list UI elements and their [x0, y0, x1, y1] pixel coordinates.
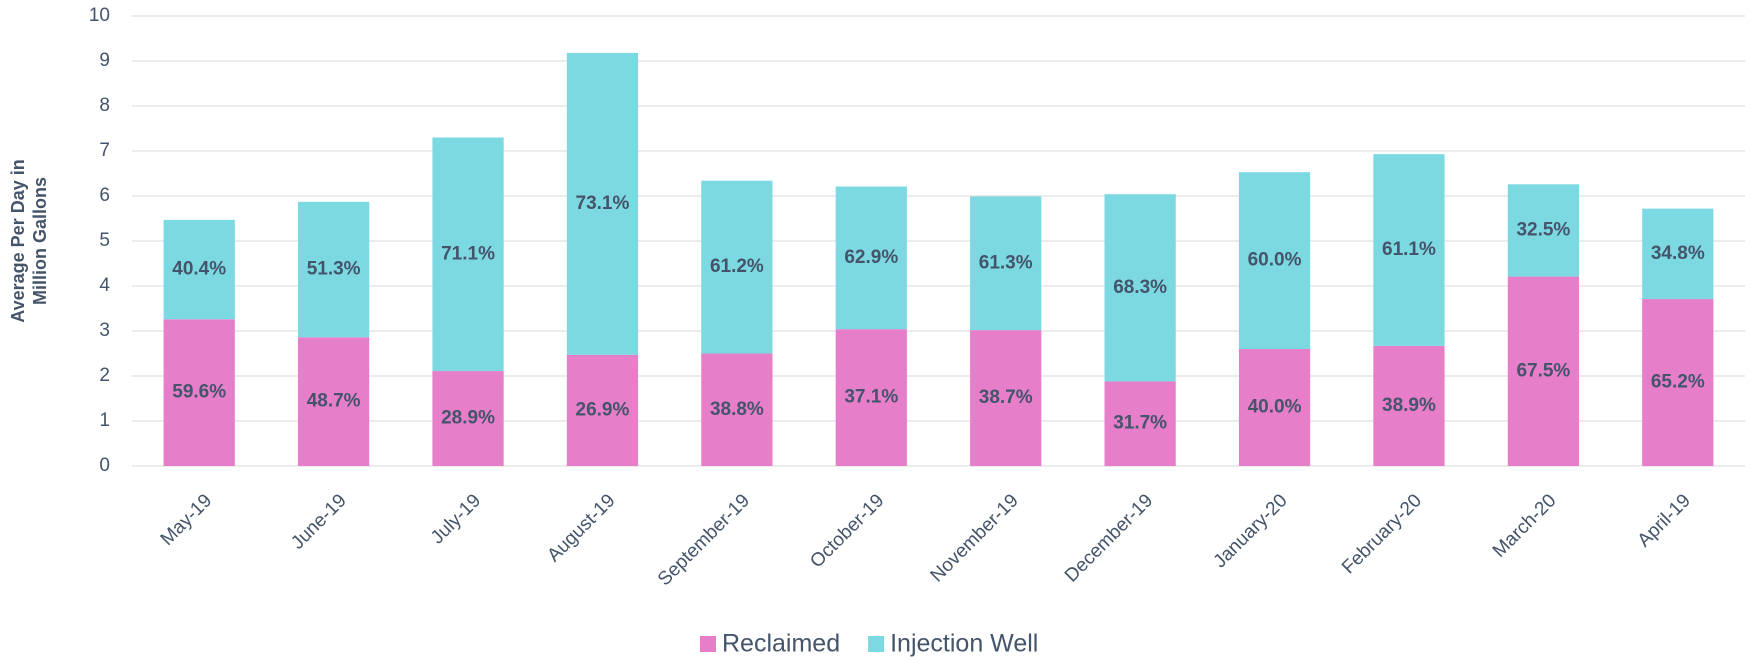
- bar-segment: [1642, 299, 1714, 466]
- y-tick-label: 9: [99, 50, 110, 71]
- x-tick-label: April-19: [1634, 490, 1695, 551]
- bar-segment: [1238, 349, 1311, 466]
- value-label: 61.2%: [710, 256, 764, 277]
- bar-segment: [432, 371, 504, 466]
- bar-segment: [566, 354, 639, 466]
- value-label: 34.8%: [1651, 243, 1705, 264]
- value-label: 68.3%: [1113, 277, 1167, 298]
- y-axis-label-line: Average Per Day in: [8, 159, 28, 322]
- value-label: 61.3%: [979, 252, 1033, 273]
- bar-segment: [701, 180, 773, 354]
- value-label: 62.9%: [844, 247, 898, 268]
- x-tick-label: August-19: [543, 490, 619, 566]
- bar-segment: [566, 52, 639, 355]
- y-tick-label: 10: [89, 5, 110, 26]
- bar-segment: [970, 196, 1042, 331]
- value-label: 51.3%: [307, 259, 361, 280]
- bar-segment: [1104, 381, 1176, 466]
- x-tick-label: June-19: [287, 490, 350, 553]
- value-label: 31.7%: [1113, 413, 1167, 434]
- value-label: 61.1%: [1382, 239, 1436, 260]
- bar-segment: [970, 330, 1042, 466]
- y-tick-label: 8: [99, 95, 110, 116]
- x-tick-label: May-19: [157, 490, 217, 550]
- bar-segment: [1104, 194, 1176, 382]
- x-tick-label: July-19: [427, 490, 485, 548]
- bar-segment: [1238, 172, 1311, 349]
- value-label: 67.5%: [1516, 360, 1570, 381]
- bar-segment: [1642, 208, 1714, 300]
- x-tick-label: November-19: [927, 490, 1023, 586]
- value-label: 48.7%: [307, 391, 361, 412]
- y-axis-label-line: Million Gallons: [30, 177, 50, 305]
- value-label: 65.2%: [1651, 372, 1705, 393]
- bar-segment: [835, 329, 907, 466]
- y-axis-label: Average Per Day in Million Gallons: [8, 159, 50, 322]
- x-tick-label: February-20: [1338, 490, 1426, 578]
- bar-segment: [835, 186, 907, 330]
- bar-segment: [163, 219, 235, 320]
- legend-swatch: [700, 636, 716, 652]
- bar-segment: [1507, 276, 1579, 466]
- value-label: 40.0%: [1248, 397, 1302, 418]
- value-label: 38.7%: [979, 387, 1033, 408]
- value-label: 59.6%: [172, 382, 226, 403]
- y-tick-label: 0: [99, 455, 110, 476]
- value-label: 38.8%: [710, 399, 764, 420]
- x-tick-label: December-19: [1061, 490, 1157, 586]
- x-tick-label: September-19: [654, 490, 754, 590]
- bar-segment: [1507, 184, 1579, 277]
- x-tick-label: January-20: [1210, 490, 1292, 572]
- y-tick-label: 7: [99, 140, 110, 161]
- bar-segment: [432, 137, 504, 372]
- value-label: 32.5%: [1516, 219, 1570, 240]
- y-tick-label: 6: [99, 185, 110, 206]
- legend-swatch: [868, 636, 885, 652]
- bar-segment: [1373, 154, 1445, 346]
- value-label: 28.9%: [441, 408, 495, 429]
- value-label: 40.4%: [172, 259, 226, 280]
- bar-segment: [298, 201, 370, 338]
- x-tick-label: March-20: [1489, 490, 1561, 562]
- x-tick-label: October-19: [806, 490, 888, 572]
- value-label: 60.0%: [1248, 250, 1302, 271]
- bar-segment: [701, 353, 773, 466]
- value-label: 26.9%: [576, 399, 630, 420]
- value-label: 71.1%: [441, 243, 495, 264]
- value-label: 38.9%: [1382, 395, 1436, 416]
- bar-segment: [163, 319, 235, 466]
- value-label: 73.1%: [576, 193, 630, 214]
- legend-label: Reclaimed: [722, 630, 840, 658]
- legend-label: Injection Well: [890, 630, 1038, 658]
- bar-segment: [298, 337, 370, 466]
- y-tick-label: 4: [99, 275, 110, 296]
- y-tick-label: 5: [99, 230, 110, 251]
- bar-segment: [1373, 345, 1445, 466]
- value-label: 37.1%: [844, 387, 898, 408]
- y-tick-label: 2: [99, 365, 110, 386]
- y-tick-label: 1: [99, 410, 110, 431]
- y-tick-label: 3: [99, 320, 110, 341]
